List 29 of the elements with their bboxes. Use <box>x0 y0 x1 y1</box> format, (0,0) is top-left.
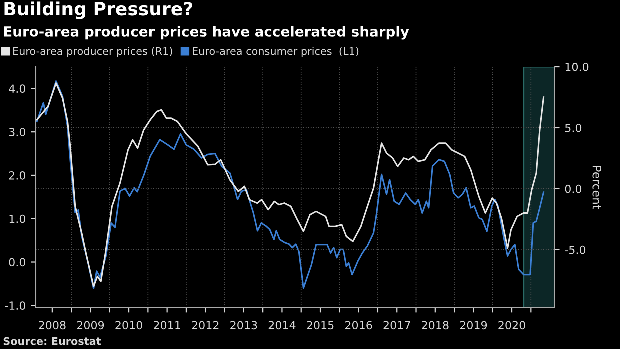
y-tick-label: 3.0 <box>9 128 26 136</box>
y-tick-label: 2.0 <box>9 171 26 180</box>
x-tick-label: 2018 <box>422 321 449 330</box>
x-tick-label: 2011 <box>154 321 180 330</box>
x-tick-label: 2015 <box>307 321 334 330</box>
x-tick-label: 2016 <box>345 321 372 330</box>
y2-tick-label: -5.0 <box>565 246 586 254</box>
y-tick-label: 1.0 <box>10 214 26 224</box>
x-tick-label: 2020 <box>498 321 526 330</box>
x-tick-label: 2013 <box>230 321 258 330</box>
x-tick-label: 2017 <box>384 321 410 330</box>
chart-subtitle: Euro-area producer prices have accelerated sharply <box>4 26 410 40</box>
y2-axis-title: Percent <box>592 166 602 210</box>
y2-tick-label: 0.0 <box>565 184 582 194</box>
y-tick-label: 0.0 <box>9 258 26 267</box>
legend-label: Euro-area consumer prices (L1) <box>193 47 359 58</box>
x-tick-label: 2012 <box>192 321 219 330</box>
source-note: Source: Eurostat <box>4 337 102 346</box>
y2-tick-label: 10.0 <box>566 62 589 72</box>
x-tick-label: 2008 <box>39 321 66 330</box>
x-tick-label: 2010 <box>116 321 142 330</box>
y-tick-label: 4.0 <box>9 84 26 94</box>
x-tick-label: 2019 <box>460 321 488 330</box>
y2-tick-label: 5.0 <box>565 124 582 132</box>
y-tick-label: -1.0 <box>5 302 26 310</box>
chart-title: Building Pressure? <box>4 2 192 20</box>
legend-label: Euro-area producer prices (R1) <box>14 47 172 58</box>
x-tick-label: 2014 <box>268 321 296 330</box>
x-tick-label: 2009 <box>77 321 104 330</box>
